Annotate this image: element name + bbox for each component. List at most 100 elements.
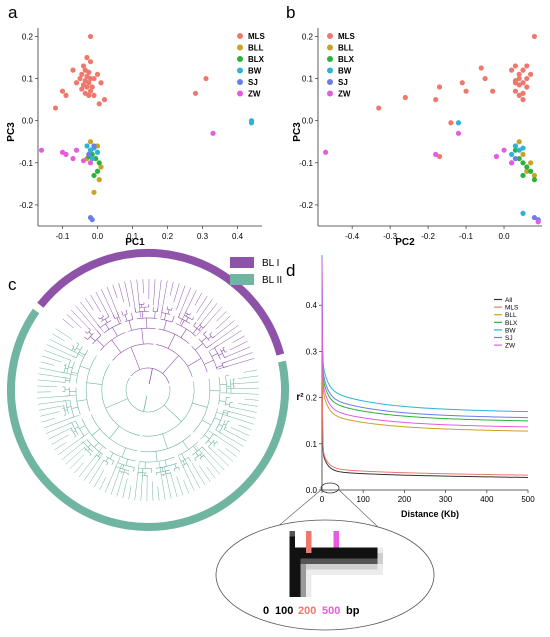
tree-edge-bl2 <box>228 421 230 422</box>
inset-pixel <box>323 548 329 554</box>
tree-edge-bl1 <box>221 350 223 351</box>
tree-edge-bl1 <box>194 322 196 326</box>
tree-node-arc-bl1 <box>199 339 207 348</box>
tree-branch-bl2 <box>233 382 259 384</box>
tree-edge-bl2 <box>225 404 229 405</box>
inset-pixel <box>372 564 378 570</box>
pca-b-point-mls <box>517 76 522 81</box>
inset-pixel <box>339 553 345 559</box>
pca-a-x-tick-label: -0.1 <box>56 232 70 241</box>
tree-edge-bl1 <box>113 315 115 319</box>
tree-edge-bl2 <box>68 367 72 368</box>
tree-edge-bl1 <box>135 308 136 312</box>
tree-edge-bl1 <box>117 318 120 324</box>
inset-pixel <box>306 537 312 543</box>
tree-ring-bl1 <box>40 253 280 355</box>
tree-edge-bl2 <box>98 453 101 456</box>
pca-b-point-mls <box>509 68 514 73</box>
pca-a-point-zw <box>39 148 44 153</box>
ld-legend-label-bw: BW <box>505 327 516 334</box>
tree-edge-bl1 <box>223 366 227 367</box>
tree-node-arc-bl1 <box>214 348 220 360</box>
pca-b-point-mls <box>448 120 453 125</box>
tree-edge-bl1 <box>97 330 101 335</box>
inset-pixel <box>328 553 334 559</box>
tree-edge-bl2 <box>88 449 90 451</box>
tree-edge-bl2 <box>110 426 120 438</box>
tree-node-arc-bl2 <box>104 460 108 462</box>
tree-edge-bl1 <box>131 313 132 319</box>
tree-branch-bl1 <box>222 352 252 363</box>
ld-xlabel: Distance (Kb) <box>401 509 459 519</box>
pca-a-legend-marker-sj <box>237 79 243 85</box>
tree-branch-bl2 <box>42 356 61 362</box>
tree-branch-bl2 <box>177 476 183 495</box>
tree-legend: BL I BL II <box>230 257 282 286</box>
tree-branch-bl1 <box>125 281 130 306</box>
tree-edge-bl2 <box>213 434 217 436</box>
inset-pixel <box>339 548 345 554</box>
tree-branch-bl1 <box>67 314 82 328</box>
inset-pixel <box>295 592 301 598</box>
pca-b-point-mls <box>513 80 518 85</box>
tree-edge-bl1 <box>103 315 104 317</box>
pca-b-point-blx <box>528 169 533 174</box>
pca-a-point-mls <box>79 86 84 91</box>
tree-branch-bl2 <box>44 350 68 359</box>
tree-edge-bl1 <box>102 318 104 320</box>
inset-pixel <box>295 570 301 576</box>
inset-pixel <box>372 570 378 576</box>
tree-node-arc-bl2 <box>72 346 74 350</box>
tree-edge-bl2 <box>81 436 84 439</box>
tree-edge-bl1 <box>89 332 92 335</box>
inset-pixel <box>345 559 351 565</box>
pca-a-legend-label-mls: MLS <box>248 32 266 41</box>
pca-b-legend-marker-bll <box>327 45 333 51</box>
tree-edge-bl2 <box>87 383 103 385</box>
tree-edge-bl1 <box>97 339 104 346</box>
inset-pixel <box>323 553 329 559</box>
pca-b-legend-label-blx: BLX <box>338 55 355 64</box>
tree-edge-bl1 <box>216 365 222 367</box>
pca-b-point-mls <box>490 89 495 94</box>
tree-edge-bl2 <box>66 380 70 381</box>
tree-branch-bl2 <box>42 418 55 422</box>
tree-node-arc-bl2 <box>181 457 189 461</box>
pca-a-point-mls <box>91 76 96 81</box>
tree-legend-label-bl1: BL I <box>262 258 279 269</box>
inset-pixel <box>295 548 301 554</box>
tree-edge-bl1 <box>186 317 188 321</box>
pca-b-legend-label-sj: SJ <box>338 78 348 87</box>
tree-edge-bl2 <box>124 470 125 473</box>
tree-branch-bl2 <box>158 487 159 501</box>
inset-pixel <box>350 570 356 576</box>
tree-edge-bl1 <box>224 357 227 358</box>
tree-node-arc-bl2 <box>102 364 140 435</box>
inset-pixel <box>345 548 351 554</box>
inset-pixel <box>301 586 307 592</box>
zoom-inset: 0 100 200 500 bp <box>216 483 434 630</box>
tree-node-arc-bl2 <box>96 455 100 458</box>
tree-edge-bl1 <box>117 313 119 317</box>
inset-pixel <box>367 548 373 554</box>
inset-pixel <box>356 548 362 554</box>
inset-pixel <box>356 564 362 570</box>
tree-edge-bl2 <box>65 410 68 411</box>
tree-branch-bl2 <box>66 447 85 464</box>
tree-edge-bl1 <box>89 328 91 330</box>
ld-legend-label-bll: BLL <box>505 312 517 319</box>
inset-pixel <box>334 553 340 559</box>
inset-pixel <box>361 548 367 554</box>
inset-pixel <box>350 559 356 565</box>
tree-node-arc-bl1 <box>185 313 189 315</box>
pca-a-x-tick-label: 0.1 <box>127 232 139 241</box>
tree-node-arc-bl2 <box>219 420 225 432</box>
tree-branch-bl2 <box>123 479 128 498</box>
pca-a-point-zw <box>70 156 75 161</box>
tree-edge-bl2 <box>106 458 108 462</box>
pca-a-y-tick-label: 0.1 <box>22 75 34 84</box>
tree-branch-bl1 <box>119 283 124 302</box>
tree-edge-bl1 <box>167 306 168 309</box>
tree-branch-bl1 <box>214 320 234 336</box>
tree-edge-bl2 <box>134 467 135 471</box>
